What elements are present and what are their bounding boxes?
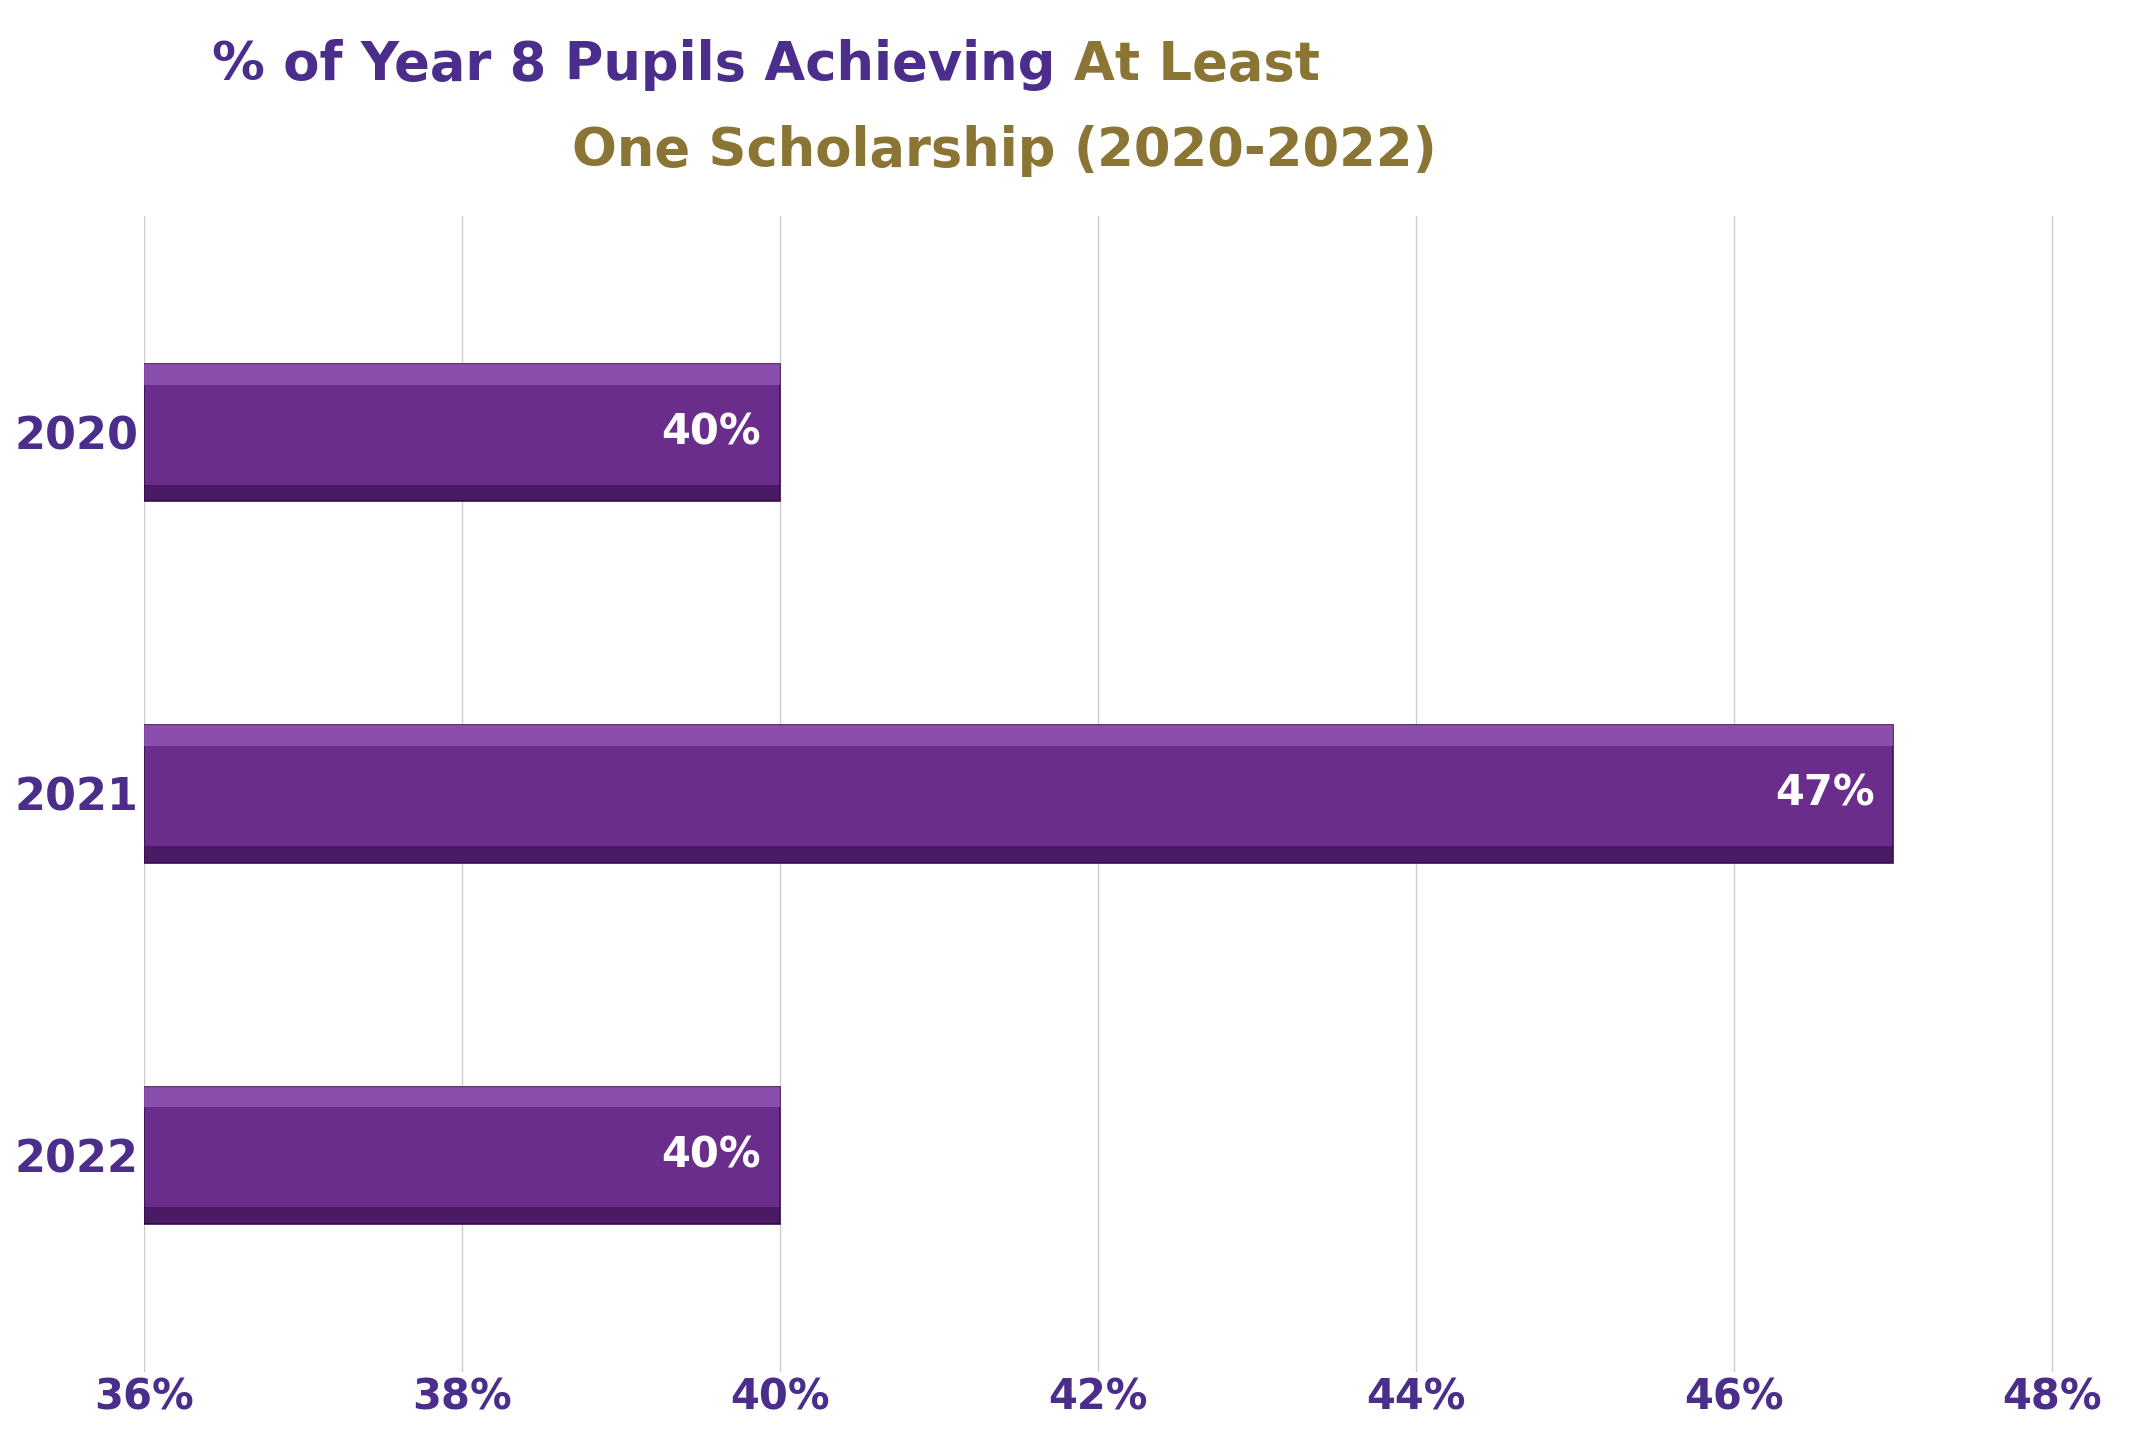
- FancyBboxPatch shape: [144, 485, 779, 502]
- Text: 40%: 40%: [661, 1134, 760, 1176]
- Text: (2020-2022): (2020-2022): [1074, 125, 1436, 176]
- FancyBboxPatch shape: [144, 364, 779, 502]
- FancyBboxPatch shape: [144, 1087, 779, 1225]
- FancyBboxPatch shape: [144, 726, 1894, 863]
- FancyBboxPatch shape: [144, 726, 1894, 746]
- FancyBboxPatch shape: [144, 1087, 779, 1107]
- Text: At Least: At Least: [1074, 39, 1320, 90]
- FancyBboxPatch shape: [144, 846, 1894, 863]
- Text: 47%: 47%: [1776, 773, 1874, 815]
- Text: % of Year 8 Pupils Achieving: % of Year 8 Pupils Achieving: [213, 39, 1074, 90]
- FancyBboxPatch shape: [144, 364, 779, 384]
- Text: One Scholarship: One Scholarship: [571, 125, 1074, 176]
- FancyBboxPatch shape: [144, 1207, 779, 1225]
- Text: 40%: 40%: [661, 412, 760, 453]
